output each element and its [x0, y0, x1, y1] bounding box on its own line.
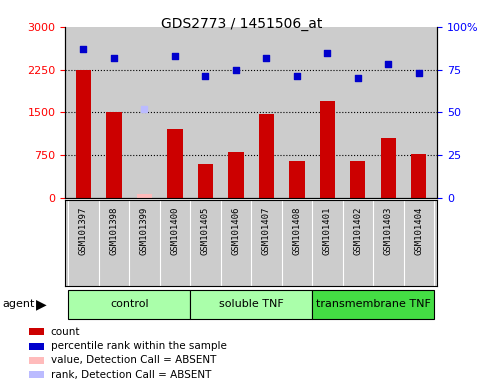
Point [80, 46, 87, 52]
Text: GSM101404: GSM101404 [414, 207, 423, 255]
Bar [76, 70, 91, 198]
Point [232, 66, 240, 73]
Text: GSM101398: GSM101398 [110, 207, 118, 255]
Text: GDS2773 / 1451506_at: GDS2773 / 1451506_at [161, 17, 322, 31]
Bar [381, 138, 396, 198]
Bar [259, 114, 274, 198]
Text: GSM101397: GSM101397 [79, 207, 88, 255]
Bar [228, 152, 243, 198]
Bar [411, 154, 426, 198]
Text: agent: agent [2, 299, 35, 310]
Text: control: control [110, 299, 149, 310]
Text: value, Detection Call = ABSENT: value, Detection Call = ABSENT [51, 356, 216, 366]
Bar [350, 161, 366, 198]
Point [171, 53, 179, 59]
Bar [28, 328, 44, 335]
Text: GSM101402: GSM101402 [354, 207, 362, 255]
Point [384, 61, 392, 68]
Bar [28, 371, 44, 378]
Text: soluble TNF: soluble TNF [219, 299, 284, 310]
Text: transmembrane TNF: transmembrane TNF [316, 299, 430, 310]
Point [415, 70, 423, 76]
Text: GSM101408: GSM101408 [292, 207, 301, 255]
Point [263, 55, 270, 61]
Text: percentile rank within the sample: percentile rank within the sample [51, 341, 227, 351]
Text: count: count [51, 327, 80, 337]
Text: GSM101407: GSM101407 [262, 207, 271, 255]
Text: ▶: ▶ [36, 297, 46, 311]
Point [354, 75, 362, 81]
Bar [106, 112, 122, 198]
Bar [167, 129, 183, 198]
Bar [68, 290, 190, 319]
Text: GSM101401: GSM101401 [323, 207, 332, 255]
Point [110, 55, 118, 61]
Text: GSM101406: GSM101406 [231, 207, 241, 255]
Point [201, 73, 209, 79]
Text: GSM101400: GSM101400 [170, 207, 180, 255]
Text: GSM101405: GSM101405 [201, 207, 210, 255]
Point [293, 73, 301, 79]
Text: rank, Detection Call = ABSENT: rank, Detection Call = ABSENT [51, 370, 211, 380]
Bar [312, 290, 434, 319]
Bar [289, 161, 304, 198]
Point [324, 50, 331, 56]
Bar [28, 357, 44, 364]
Bar [28, 343, 44, 349]
Bar [320, 101, 335, 198]
Text: GSM101403: GSM101403 [384, 207, 393, 255]
Text: GSM101399: GSM101399 [140, 207, 149, 255]
Point [141, 106, 148, 112]
Bar [137, 194, 152, 198]
Bar [190, 290, 312, 319]
Bar [198, 164, 213, 198]
